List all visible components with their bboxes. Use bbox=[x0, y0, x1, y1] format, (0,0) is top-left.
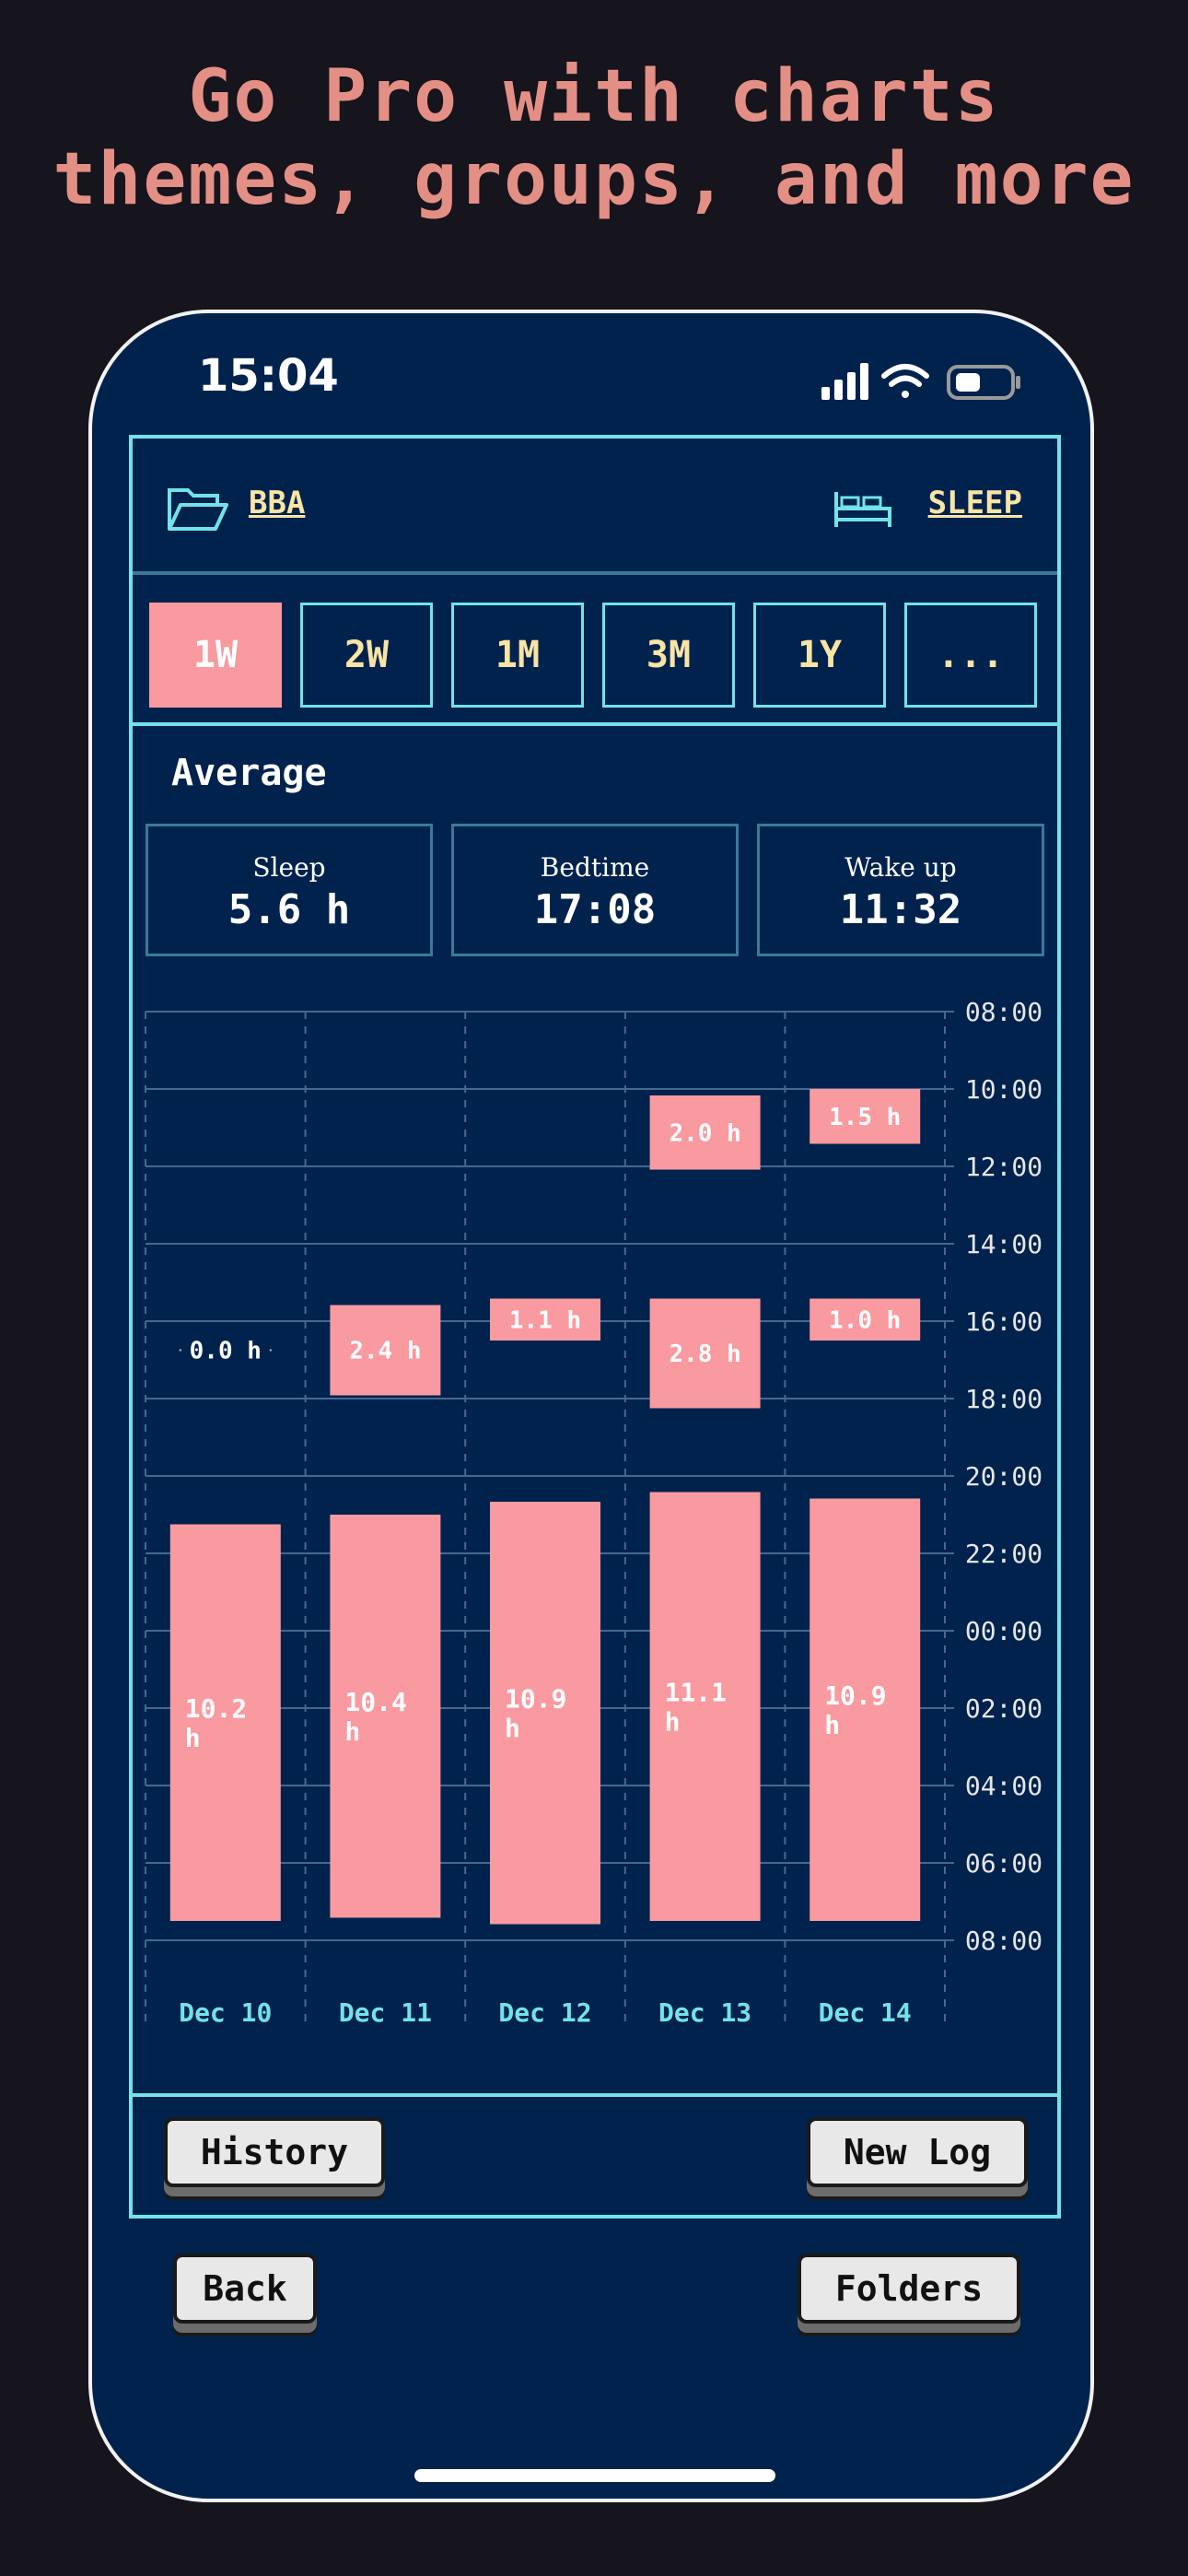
new-log-button[interactable]: New Log bbox=[807, 2117, 1028, 2187]
sleep-bar bbox=[490, 1298, 600, 1341]
x-tick-label: Dec 11 bbox=[339, 1997, 432, 2028]
bar-label-unit: h bbox=[344, 1716, 360, 1747]
bar-label-unit: h bbox=[824, 1710, 840, 1740]
bar-label: 1.1 h bbox=[509, 1306, 581, 1334]
range-1w-button[interactable]: 1W bbox=[149, 603, 282, 708]
bar-label: 10.2 bbox=[185, 1693, 247, 1724]
stat-card-sleep: Sleep 5.6 h bbox=[146, 824, 433, 956]
app-panel: BBA SLEEP 1W 2W 1M 3M 1Y ... Average Sle… bbox=[129, 435, 1061, 2219]
range-3m-button[interactable]: 3M bbox=[602, 603, 735, 708]
stat-value: 17:08 bbox=[533, 886, 657, 933]
history-button[interactable]: History bbox=[164, 2117, 385, 2187]
y-tick-label: 18:00 bbox=[965, 1384, 1042, 1414]
range-more-button[interactable]: ... bbox=[904, 603, 1037, 708]
stat-label: Sleep bbox=[252, 852, 326, 883]
bar-label: 2.8 h bbox=[669, 1341, 740, 1368]
sleep-bar bbox=[330, 1305, 441, 1396]
stat-value: 11:32 bbox=[839, 886, 962, 933]
y-tick-label: 00:00 bbox=[965, 1616, 1042, 1646]
y-tick-label: 04:00 bbox=[965, 1771, 1042, 1801]
range-2w-button[interactable]: 2W bbox=[300, 603, 433, 708]
sleep-bar bbox=[649, 1298, 761, 1409]
promo-headline-line-1: Go Pro with charts bbox=[188, 55, 1000, 138]
folder-open-icon bbox=[168, 488, 228, 531]
bar-label: 2.0 h bbox=[669, 1119, 740, 1147]
range-selector: 1W 2W 1M 3M 1Y ... bbox=[133, 575, 1057, 726]
bar-label: 10.4 bbox=[344, 1687, 406, 1717]
sleep-bar bbox=[809, 1498, 921, 1921]
sleep-bar bbox=[649, 1492, 761, 1921]
promo-headline-line-2: themes, groups, and more bbox=[52, 138, 1136, 221]
y-tick-label: 02:00 bbox=[965, 1693, 1042, 1724]
top-bar: BBA SLEEP bbox=[133, 439, 1057, 575]
sleep-type-link[interactable]: SLEEP bbox=[927, 485, 1022, 521]
bar-label: 1.5 h bbox=[829, 1104, 901, 1131]
phone-frame: 15:04 BBA bbox=[88, 310, 1094, 2502]
bar-label: 1.0 h bbox=[829, 1306, 901, 1334]
x-tick-label: Dec 14 bbox=[819, 1997, 912, 2028]
x-tick-label: Dec 13 bbox=[658, 1997, 751, 2028]
stat-card-bedtime: Bedtime 17:08 bbox=[451, 824, 739, 956]
bar-label: 10.9 bbox=[505, 1683, 566, 1714]
sleep-bar bbox=[330, 1515, 441, 1918]
x-tick-label: Dec 12 bbox=[498, 1997, 591, 2028]
bar-label: 10.9 bbox=[824, 1680, 886, 1711]
bottom-actions: History New Log bbox=[133, 2093, 1057, 2222]
sleep-bar bbox=[649, 1095, 761, 1170]
stat-card-wake-up: Wake up 11:32 bbox=[757, 824, 1044, 956]
x-tick-label: Dec 10 bbox=[179, 1997, 272, 2028]
y-tick-label: 20:00 bbox=[965, 1461, 1042, 1492]
sleep-bar bbox=[169, 1524, 281, 1921]
bar-label-unit: h bbox=[665, 1706, 681, 1737]
range-1y-button[interactable]: 1Y bbox=[753, 603, 886, 708]
y-tick-label: 14:00 bbox=[965, 1229, 1042, 1259]
bar-label-background bbox=[181, 1333, 270, 1367]
sleep-bar bbox=[809, 1089, 921, 1144]
home-indicator bbox=[414, 2469, 775, 2482]
battery-icon bbox=[947, 365, 1020, 400]
back-button[interactable]: Back bbox=[173, 2254, 317, 2324]
folder-link[interactable]: BBA bbox=[249, 485, 306, 521]
bar-label: 2.4 h bbox=[349, 1338, 421, 1365]
bar-label-unit: h bbox=[505, 1713, 520, 1743]
cellular-signal-icon bbox=[821, 363, 868, 400]
range-1m-button[interactable]: 1M bbox=[451, 603, 584, 708]
sleep-chart: 08:00 10:00 12:00 14:00 16:00 18:00 20:00 22:00… bbox=[133, 991, 1057, 2042]
y-tick-label: 12:00 bbox=[965, 1152, 1042, 1182]
stat-label: Bedtime bbox=[540, 852, 650, 883]
sleep-bar bbox=[809, 1298, 921, 1341]
sleep-chart-svg: 08:00 10:00 12:00 14:00 16:00 18:00 20:00 22:00… bbox=[145, 997, 1042, 2028]
y-tick-label: 10:00 bbox=[965, 1074, 1042, 1105]
y-tick-label: 08:00 bbox=[965, 997, 1042, 1027]
bar-label-unit: h bbox=[185, 1723, 201, 1753]
y-tick-label: 06:00 bbox=[965, 1848, 1042, 1879]
stat-label: Wake up bbox=[844, 852, 957, 883]
y-tick-label: 16:00 bbox=[965, 1306, 1042, 1337]
y-tick-label: 08:00 bbox=[965, 1926, 1042, 1956]
status-time: 15:04 bbox=[198, 350, 339, 402]
stat-value: 5.6 h bbox=[227, 886, 351, 933]
promo-headline: Go Pro with charts themes, groups, and m… bbox=[0, 55, 1188, 221]
bar-label: 0.0 h bbox=[190, 1338, 262, 1365]
folders-button[interactable]: Folders bbox=[798, 2254, 1020, 2324]
sleep-bar bbox=[490, 1502, 600, 1925]
bed-icon bbox=[834, 492, 891, 527]
status-icons bbox=[821, 363, 1020, 400]
bar-label: 11.1 bbox=[665, 1677, 727, 1707]
wifi-icon bbox=[881, 364, 929, 398]
y-tick-label: 22:00 bbox=[965, 1539, 1042, 1569]
average-title: Average bbox=[171, 752, 327, 794]
